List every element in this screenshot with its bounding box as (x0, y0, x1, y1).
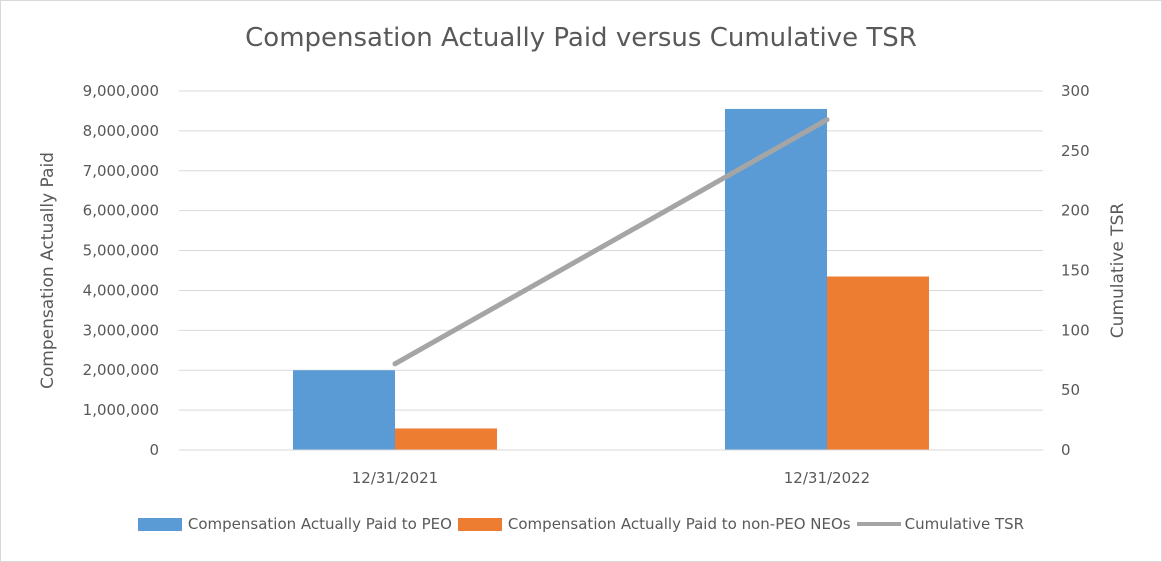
x-tick-label: 12/31/2021 (352, 469, 438, 487)
y2-tick-label: 0 (1061, 441, 1071, 459)
y-tick-label: 7,000,000 (83, 162, 159, 180)
legend-swatch-tsr (856, 522, 901, 526)
y-tick-label: 4,000,000 (83, 281, 159, 299)
legend-item-non-peo: Compensation Actually Paid to non-PEO NE… (457, 515, 851, 533)
bar-peo (725, 108, 827, 450)
chart-plot: 0 1,000,000 2,000,000 3,000,000 4,000,000 5,0… (38, 82, 1128, 487)
y2-tick-label: 100 (1061, 321, 1090, 339)
tsr-line (392, 117, 830, 367)
x-tick-label: 12/31/2022 (784, 469, 870, 487)
y-tick-label: 5,000,000 (83, 242, 159, 260)
y2-tick-label: 250 (1061, 142, 1090, 160)
bar-non-peo (827, 276, 929, 450)
legend-swatch-non-peo (457, 517, 502, 531)
y2-tick-label: 200 (1061, 202, 1090, 220)
y-tick-label: 8,000,000 (83, 122, 159, 140)
bar-peo (293, 370, 395, 450)
legend-swatch-peo (137, 517, 182, 531)
y-tick-label: 9,000,000 (83, 82, 159, 100)
y2-tick-label: 300 (1061, 82, 1090, 100)
y-axis-title: Compensation Actually Paid (38, 152, 58, 389)
legend-label-tsr: Cumulative TSR (904, 515, 1025, 533)
legend-label-peo: Compensation Actually Paid to PEO (187, 515, 452, 533)
y-tick-label: 6,000,000 (83, 202, 159, 220)
y-tick-label: 1,000,000 (83, 401, 159, 419)
bar-non-peo (395, 428, 497, 450)
legend-item-peo: Compensation Actually Paid to PEO (137, 515, 452, 533)
legend-label-non-peo: Compensation Actually Paid to non-PEO NE… (507, 515, 851, 533)
legend-item-tsr: Cumulative TSR (856, 515, 1025, 533)
y2-tick-label: 50 (1061, 381, 1080, 399)
y2-tick-label: 150 (1061, 262, 1090, 280)
legend: Compensation Actually Paid to PEO Compen… (1, 515, 1161, 533)
y-tick-label: 2,000,000 (83, 361, 159, 379)
y-tick-label: 3,000,000 (83, 321, 159, 339)
y2-axis-title: Cumulative TSR (1108, 203, 1128, 339)
y-tick-label: 0 (149, 441, 159, 459)
chart-title: Compensation Actually Paid versus Cumula… (245, 23, 917, 53)
